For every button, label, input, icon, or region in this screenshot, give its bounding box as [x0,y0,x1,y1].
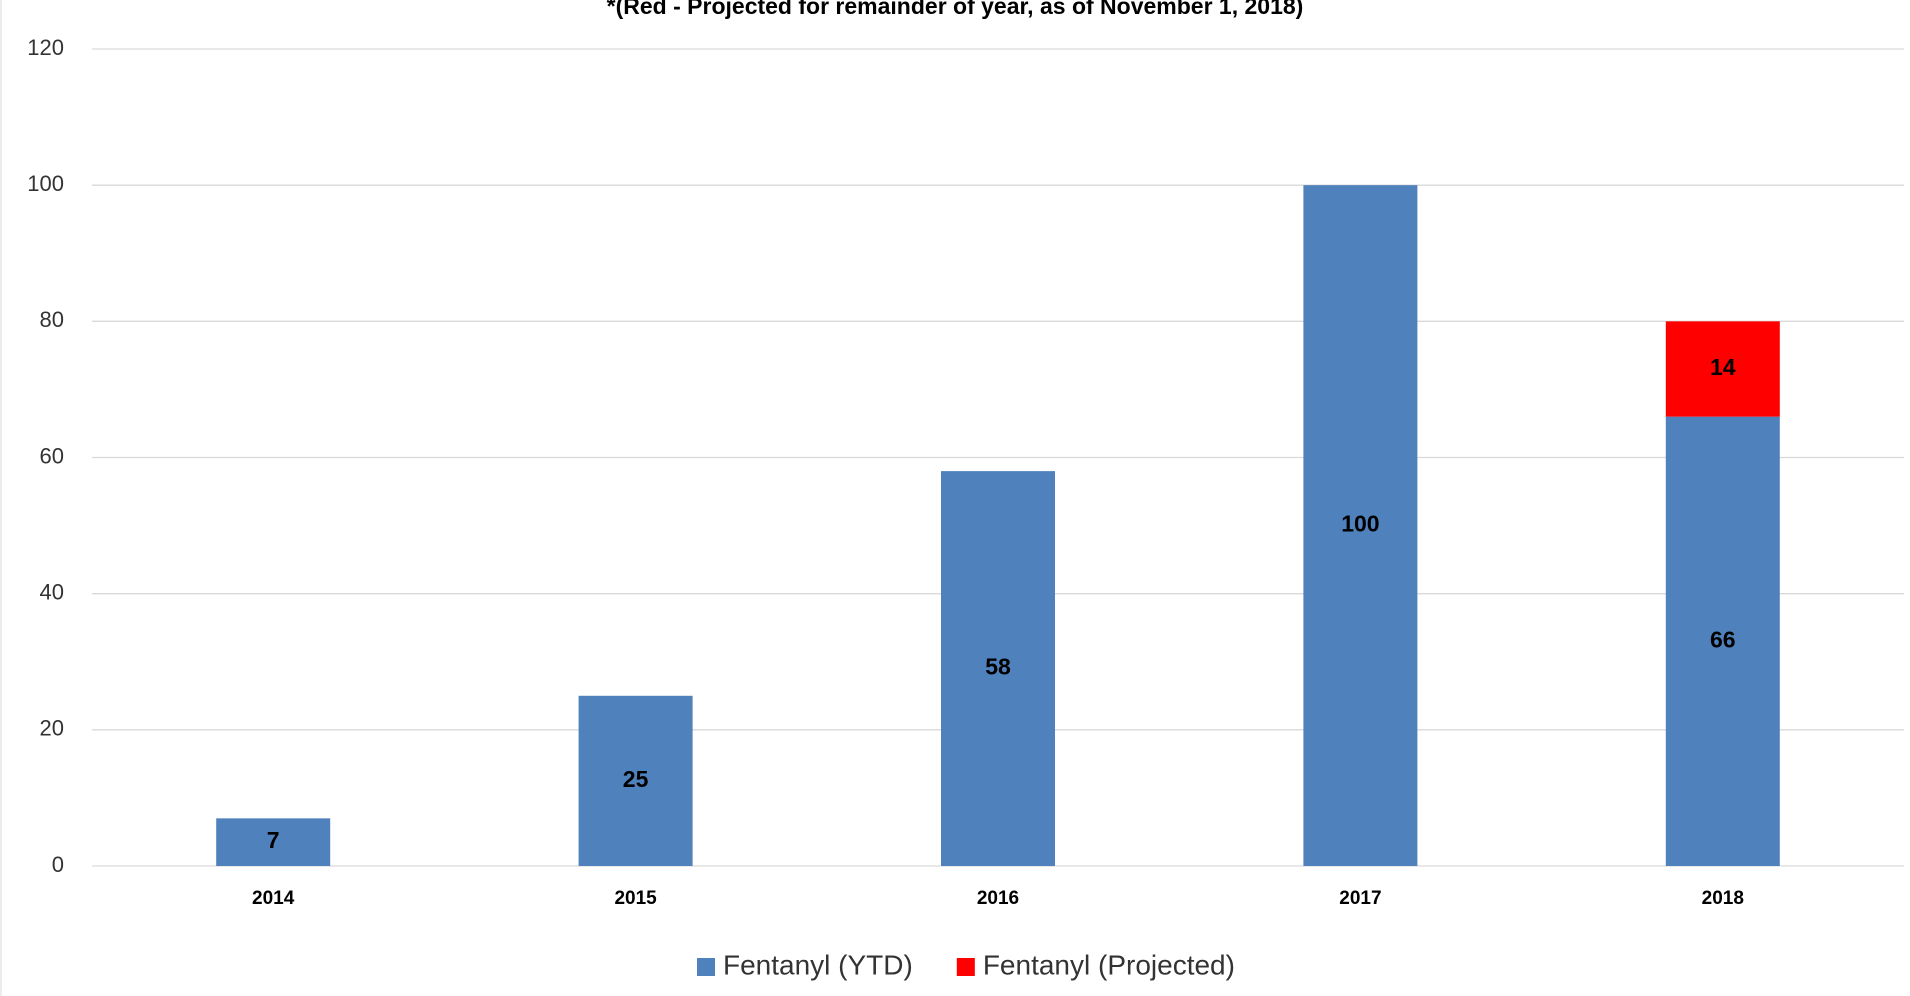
bar-segment [1665,321,1780,417]
bar-segment [1665,416,1780,866]
y-tick-label: 60 [40,443,64,468]
data-label: 14 [1710,354,1736,380]
bar-segment [941,471,1055,866]
legend-swatch [956,958,975,976]
y-tick-label: 120 [27,35,64,60]
legend-label: Fentanyl (Projected) [983,949,1235,980]
y-tick-label: 40 [40,579,64,604]
data-label: 58 [985,654,1011,680]
y-tick-label: 100 [27,171,64,196]
bar-segment [578,695,693,866]
x-tick-label: 2015 [614,888,657,909]
x-tick-label: 2017 [1339,888,1381,909]
y-tick-label: 20 [40,716,64,741]
data-label: 100 [1341,511,1379,537]
legend-swatch [697,958,715,976]
y-tick-label: 80 [40,307,64,332]
data-label: 7 [267,827,280,853]
data-label: 66 [1710,626,1736,652]
x-tick-label: 2014 [252,888,295,909]
x-tick-label: 2016 [977,888,1019,909]
bar-segment [1303,185,1418,866]
y-tick-label: 0 [52,852,64,877]
chart-title: *(Red - Projected for remainder of year,… [607,0,1304,19]
x-tick-label: 2018 [1702,888,1744,909]
data-label: 25 [623,766,649,792]
legend-label: Fentanyl (YTD) [723,949,913,980]
bar-segment [216,818,331,866]
